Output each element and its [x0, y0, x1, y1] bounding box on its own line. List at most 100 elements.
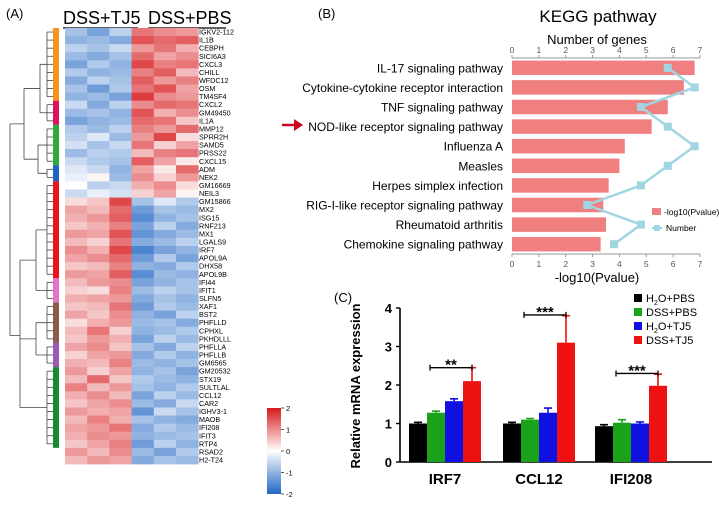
heatmap-cell: [131, 318, 155, 328]
heatmap-cell: [87, 157, 110, 166]
heatmap-cell: [109, 221, 132, 231]
heatmap-cell: [153, 205, 177, 215]
heatmap-cell: [87, 84, 110, 93]
gene-label: CAR2: [199, 399, 218, 408]
heatmap-cell: [87, 399, 110, 408]
heatmap-cell: [87, 165, 110, 174]
heatmap-cell: [109, 68, 132, 77]
kegg-bar: [512, 99, 668, 115]
heatmap-cell: [131, 108, 155, 118]
heatmap-cell: [131, 36, 155, 45]
heatmap-cell: [109, 246, 132, 255]
gene-label: PHFLLA: [199, 342, 226, 351]
heatmap-cell: [109, 157, 132, 166]
heatmap-cell: [65, 270, 88, 279]
heatmap-cell: [153, 157, 177, 166]
qpcr-panel: (C) Relative mRNA expression 0 1 2 3 4 IRF7 CC…: [334, 290, 712, 488]
heatmap-cell: [109, 334, 132, 344]
gene-label: IFI208: [199, 423, 219, 432]
heatmap-cell: [153, 100, 177, 110]
heatmap-cell: [87, 391, 110, 400]
heatmap-cell: [153, 84, 177, 93]
heatmap-cell: [109, 447, 132, 457]
heatmap-cell: [65, 326, 88, 336]
heatmap-cell: [87, 197, 110, 207]
kegg-bar: [512, 60, 695, 76]
heatmap-cell: [131, 399, 155, 408]
heatmap-cell: [153, 318, 177, 328]
heatmap-cell: [65, 108, 88, 118]
panel-a-label: (A): [6, 6, 23, 21]
gene-label: CHILL: [199, 68, 219, 77]
cluster-color-segment: [53, 302, 59, 343]
gene-label: IFIT1: [199, 286, 216, 295]
heatmap-cell: [131, 254, 155, 263]
heatmap-cell: [153, 391, 177, 400]
gene-label: PHFLLD: [199, 318, 227, 327]
gene-label: IFIT3: [199, 431, 216, 440]
heatmap-cell: [65, 205, 88, 215]
heatmap-cell: [153, 189, 177, 198]
kegg-top-tick-label: 2: [563, 45, 568, 55]
heatmap-cell: [87, 415, 110, 425]
heatmap-cell: [131, 237, 155, 247]
heatmap-cell: [176, 68, 199, 77]
gene-label: ISG15: [199, 213, 219, 222]
heatmap-cell: [65, 76, 88, 85]
heatmap-cell: [65, 342, 88, 352]
heatmap-cell: [131, 326, 155, 336]
kegg-number-point: [663, 122, 672, 131]
heatmap-cell: [176, 213, 199, 223]
heatmap-cell: [65, 52, 88, 61]
kegg-number-point: [663, 161, 672, 170]
qpcr-y-tick-label: 2: [385, 378, 392, 393]
kegg-bottom-tick-label: 2: [563, 259, 568, 269]
heatmap-cell: [65, 197, 88, 207]
heatmap-cell: [87, 294, 110, 303]
heatmap-cell: [65, 399, 88, 408]
heatmap-cell: [153, 262, 177, 271]
heatmap-cell: [109, 205, 132, 215]
qpcr-error-bar: [636, 421, 644, 424]
kegg-number-point: [690, 142, 699, 151]
heatmap-cell: [131, 391, 155, 400]
cluster-color-segment: [53, 100, 59, 125]
gene-label: GM16669: [199, 181, 231, 190]
kegg-bottom-axis: 0 1 2 3 4 5 6 7: [510, 253, 703, 269]
qpcr-legend-label: DSS+PBS: [646, 307, 697, 319]
heatmap-cell: [176, 310, 199, 320]
qpcr-category-label: CCL12: [515, 471, 563, 488]
heatmap-cell: [65, 173, 88, 182]
heatmap-cell: [65, 68, 88, 77]
gene-label: CCL12: [199, 391, 221, 400]
kegg-x-axis-label: -log10(Pvalue): [555, 270, 640, 285]
heatmap-cell: [87, 237, 110, 247]
qpcr-error-bar: [600, 423, 608, 427]
heatmap-cell: [153, 286, 177, 295]
heatmap-cell: [87, 439, 110, 449]
heatmap-cell: [65, 359, 88, 368]
qpcr-bar: [649, 385, 667, 462]
heatmap-cell: [176, 246, 199, 255]
heatmap-cell: [153, 60, 177, 69]
kegg-bottom-tick-label: 1: [536, 259, 541, 269]
significance-bracket: [429, 364, 473, 371]
heatmap-cell: [87, 36, 110, 45]
heatmap-cell: [131, 367, 155, 376]
heatmap-cell: [87, 108, 110, 118]
heatmap-cell: [153, 36, 177, 45]
heatmap-cell: [131, 229, 155, 239]
heatmap-cell: [109, 141, 132, 150]
kegg-bottom-tick-label: 7: [698, 259, 703, 269]
gene-label: ADM: [199, 165, 215, 174]
heatmap-cell: [153, 149, 177, 158]
panel-b-label: (B): [318, 6, 335, 21]
gene-label: PHFLLB: [199, 351, 226, 360]
heatmap-cell: [65, 141, 88, 150]
heatmap-cell: [87, 68, 110, 77]
heatmap-cell: [109, 254, 132, 263]
gene-label: IL1B: [199, 36, 214, 45]
heatmap-cell: [153, 254, 177, 263]
heatmap-cell: [109, 286, 132, 295]
heatmap-cell: [87, 334, 110, 344]
